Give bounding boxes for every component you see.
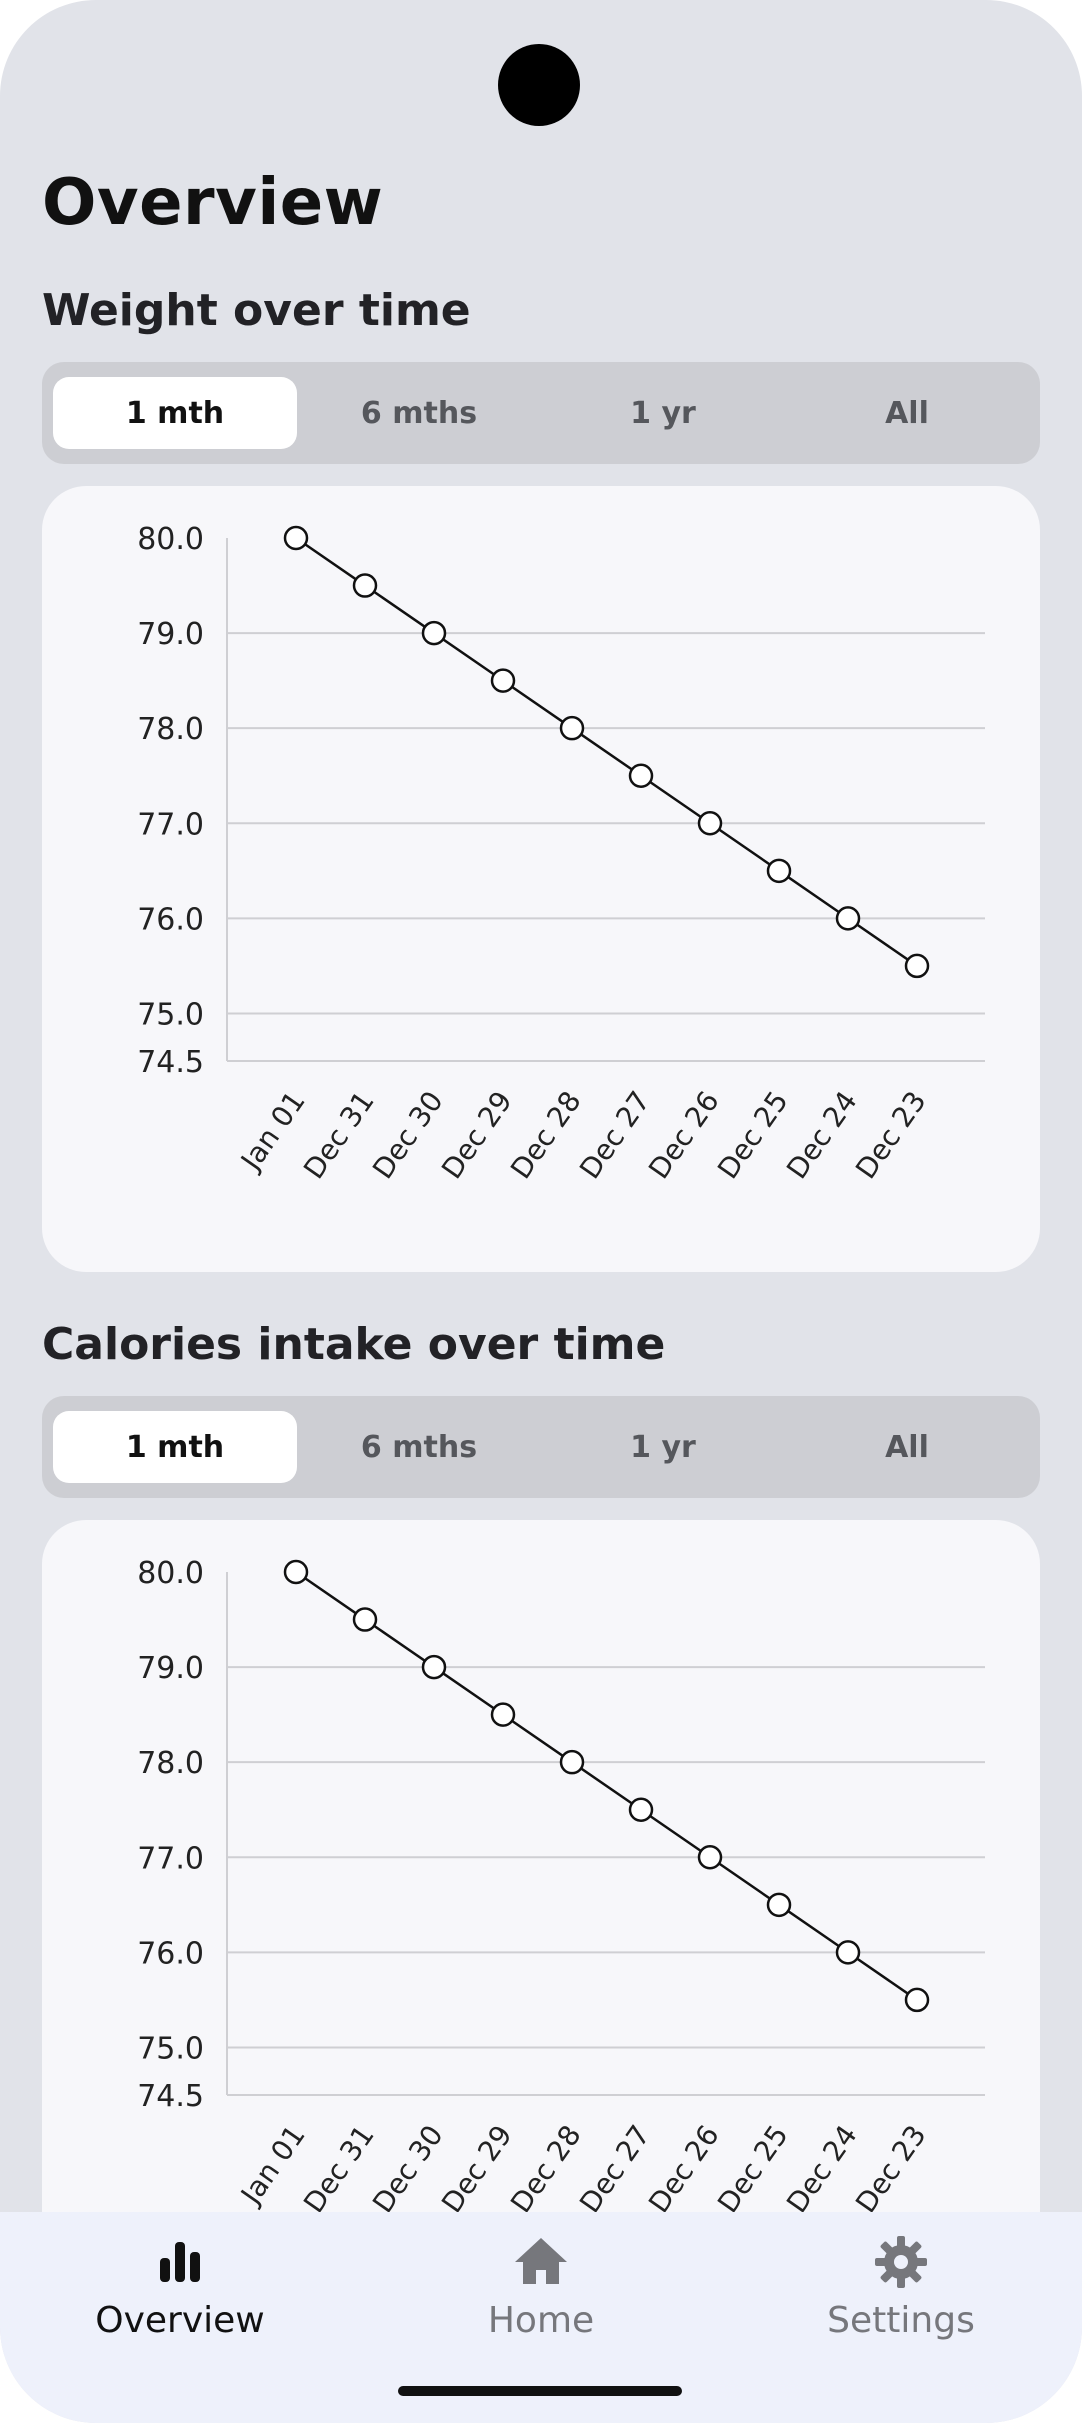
calories-range-1yr[interactable]: 1 yr [630,1429,696,1465]
series-line [295,1570,918,2001]
weight-range-6mths[interactable]: 6 mths [360,395,478,431]
data-point[interactable] [421,620,447,646]
x-tick-label: Dec 23 [849,1085,933,1185]
data-point[interactable] [283,525,309,551]
page-title: Overview [42,166,384,240]
y-tick-label: 77.0 [137,1841,204,1876]
data-point[interactable] [697,811,723,836]
nav-label-settings: Settings [827,2300,975,2341]
data-point[interactable] [835,1940,861,1965]
weight-range-all[interactable]: All [885,395,929,431]
data-point[interactable] [283,1559,309,1585]
data-point[interactable] [628,763,654,788]
data-point[interactable] [904,1987,930,2013]
calories-range-1mth[interactable]: 1 mth [53,1411,297,1483]
x-tick-label: Dec 29 [435,1085,519,1185]
home-icon [515,2238,567,2284]
data-point[interactable] [904,953,930,979]
data-point[interactable] [490,1702,516,1727]
nav-item-overview[interactable]: Overview [50,2232,310,2341]
y-tick-label: 76.0 [137,1936,204,1971]
x-tick-label: Dec 25 [711,2119,795,2219]
calories-range-selector: 1 mth 6 mths 1 yr All [42,1396,1040,1498]
weight-range-1yr[interactable]: 1 yr [630,395,696,431]
data-point[interactable] [766,1892,792,1918]
data-point[interactable] [421,1654,447,1680]
x-tick-label: Dec 25 [711,1085,795,1185]
x-tick-label: Dec 23 [849,2119,933,2219]
y-tick-label: 79.0 [137,1651,204,1686]
calories-range-6mths[interactable]: 6 mths [360,1429,478,1465]
x-tick-label: Dec 31 [297,1085,381,1185]
nav-item-settings[interactable]: Settings [771,2232,1031,2341]
y-tick-label: 80.0 [137,522,204,557]
data-point[interactable] [490,668,516,693]
x-tick-label: Dec 29 [435,2119,519,2219]
nav-label-home: Home [487,2300,595,2341]
x-tick-label: Dec 30 [366,1085,450,1185]
data-point[interactable] [766,858,792,884]
data-point[interactable] [559,715,585,741]
data-point[interactable] [352,1607,378,1632]
x-tick-label: Dec 26 [642,1085,726,1185]
weight-section-title: Weight over time [42,285,471,336]
weight-range-1mth[interactable]: 1 mth [53,377,297,449]
data-point[interactable] [697,1845,723,1870]
x-tick-label: Dec 31 [297,2119,381,2219]
y-tick-label: 78.0 [137,1746,204,1781]
y-tick-label: 80.0 [137,1556,204,1591]
x-tick-label: Dec 24 [780,2119,864,2219]
bar-chart-icon [160,2242,200,2282]
calories-chart-card: 80.0 79.0 78.0 77.0 76.0 75.0 74.5 Jan 01 Dec 31… [42,1520,1040,2306]
nav-item-home[interactable]: Home [411,2232,671,2341]
series-line [295,536,918,967]
nav-label-overview: Overview [95,2300,265,2341]
calories-section-title: Calories intake over time [42,1319,666,1370]
front-camera [498,44,580,126]
y-tick-label: 75.0 [137,997,204,1032]
y-tick-label: 78.0 [137,712,204,747]
weight-range-selector: 1 mth 6 mths 1 yr All [42,362,1040,464]
data-point[interactable] [835,906,861,931]
x-tick-label: Dec 27 [573,1085,657,1185]
x-tick-label: Dec 28 [504,2119,588,2219]
x-tick-label: Dec 27 [573,2119,657,2219]
x-tick-label: Dec 30 [366,2119,450,2219]
data-point[interactable] [352,573,378,598]
x-tick-label: Dec 28 [504,1085,588,1185]
y-tick-label: 79.0 [137,617,204,652]
data-point[interactable] [559,1749,585,1775]
y-tick-label: 74.5 [137,1045,204,1080]
y-tick-label: 75.0 [137,2031,204,2066]
x-tick-label: Dec 24 [780,1085,864,1185]
data-point[interactable] [628,1797,654,1822]
gear-icon [875,2236,927,2288]
y-tick-label: 77.0 [137,807,204,842]
home-indicator-bar[interactable] [398,2386,682,2396]
y-tick-label: 76.0 [137,902,204,937]
x-tick-label: Dec 26 [642,2119,726,2219]
weight-chart-card: 80.0 79.0 78.0 77.0 76.0 75.0 74.5 Jan 01 Dec 31… [42,486,1040,1272]
y-tick-label: 74.5 [137,2079,204,2114]
calories-range-all[interactable]: All [885,1429,929,1465]
